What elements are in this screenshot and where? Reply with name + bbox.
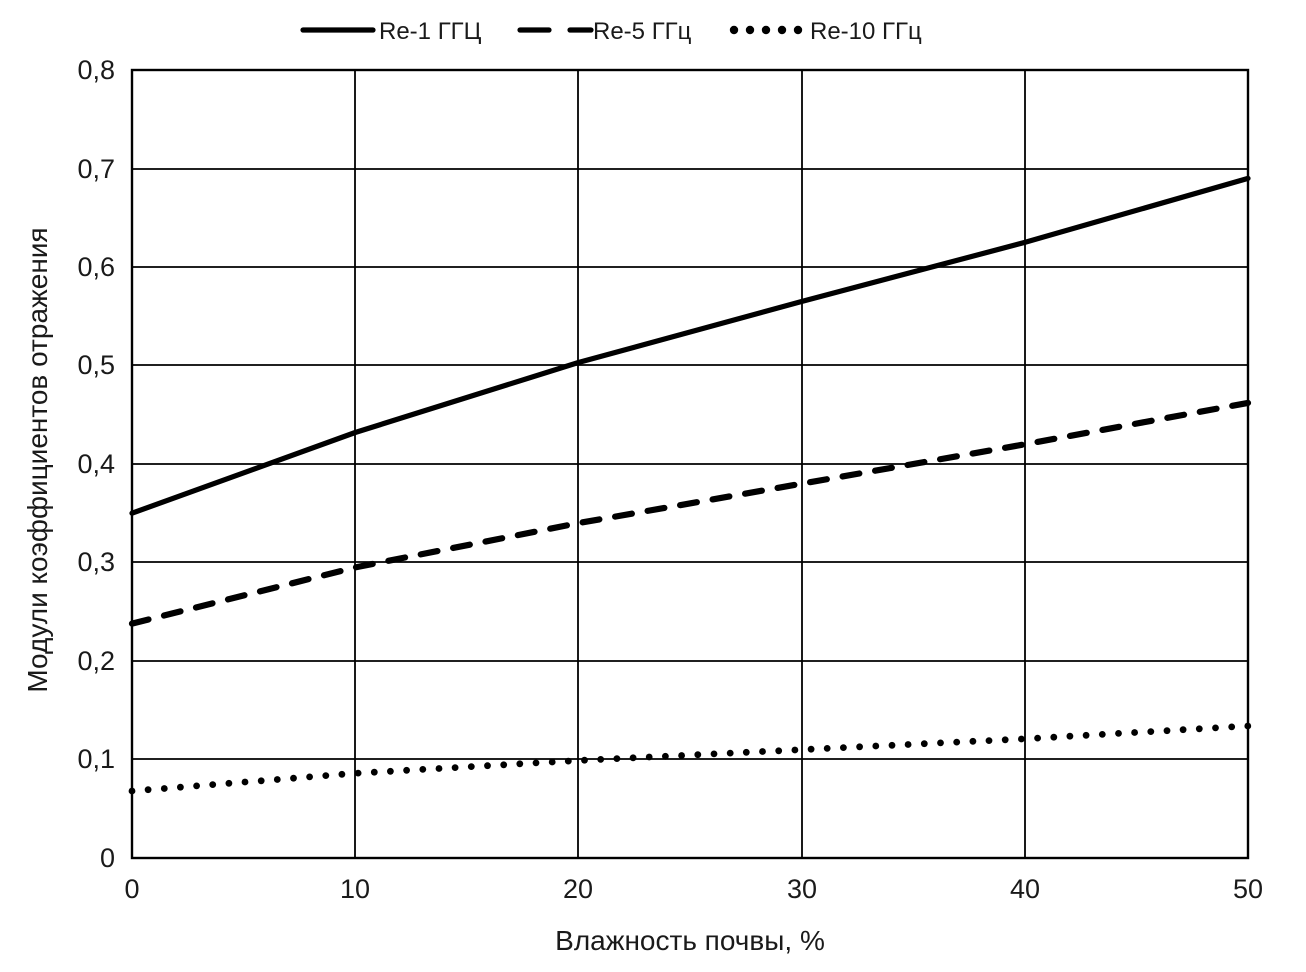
svg-text:50: 50 bbox=[1233, 874, 1263, 904]
svg-text:40: 40 bbox=[1010, 874, 1040, 904]
svg-text:0,1: 0,1 bbox=[77, 744, 115, 774]
svg-text:0,8: 0,8 bbox=[77, 55, 115, 85]
svg-text:0,3: 0,3 bbox=[77, 547, 115, 577]
svg-text:Влажность почвы, %: Влажность почвы, % bbox=[555, 925, 825, 956]
svg-text:30: 30 bbox=[787, 874, 817, 904]
svg-text:20: 20 bbox=[563, 874, 593, 904]
svg-text:0: 0 bbox=[100, 843, 115, 873]
svg-text:Re-1 ГГЦ: Re-1 ГГЦ bbox=[379, 18, 482, 45]
svg-text:0: 0 bbox=[124, 874, 139, 904]
svg-text:0,5: 0,5 bbox=[77, 350, 115, 380]
svg-text:0,4: 0,4 bbox=[77, 449, 115, 479]
svg-text:Re-5 ГГц: Re-5 ГГц bbox=[593, 18, 692, 45]
svg-text:0,7: 0,7 bbox=[77, 154, 115, 184]
svg-text:Модули коэффициентов отражения: Модули коэффициентов отражения bbox=[22, 227, 53, 692]
svg-text:10: 10 bbox=[340, 874, 370, 904]
svg-text:Re-10 ГГц: Re-10 ГГц bbox=[810, 18, 922, 45]
svg-text:0,6: 0,6 bbox=[77, 252, 115, 282]
svg-text:0,2: 0,2 bbox=[77, 646, 115, 676]
